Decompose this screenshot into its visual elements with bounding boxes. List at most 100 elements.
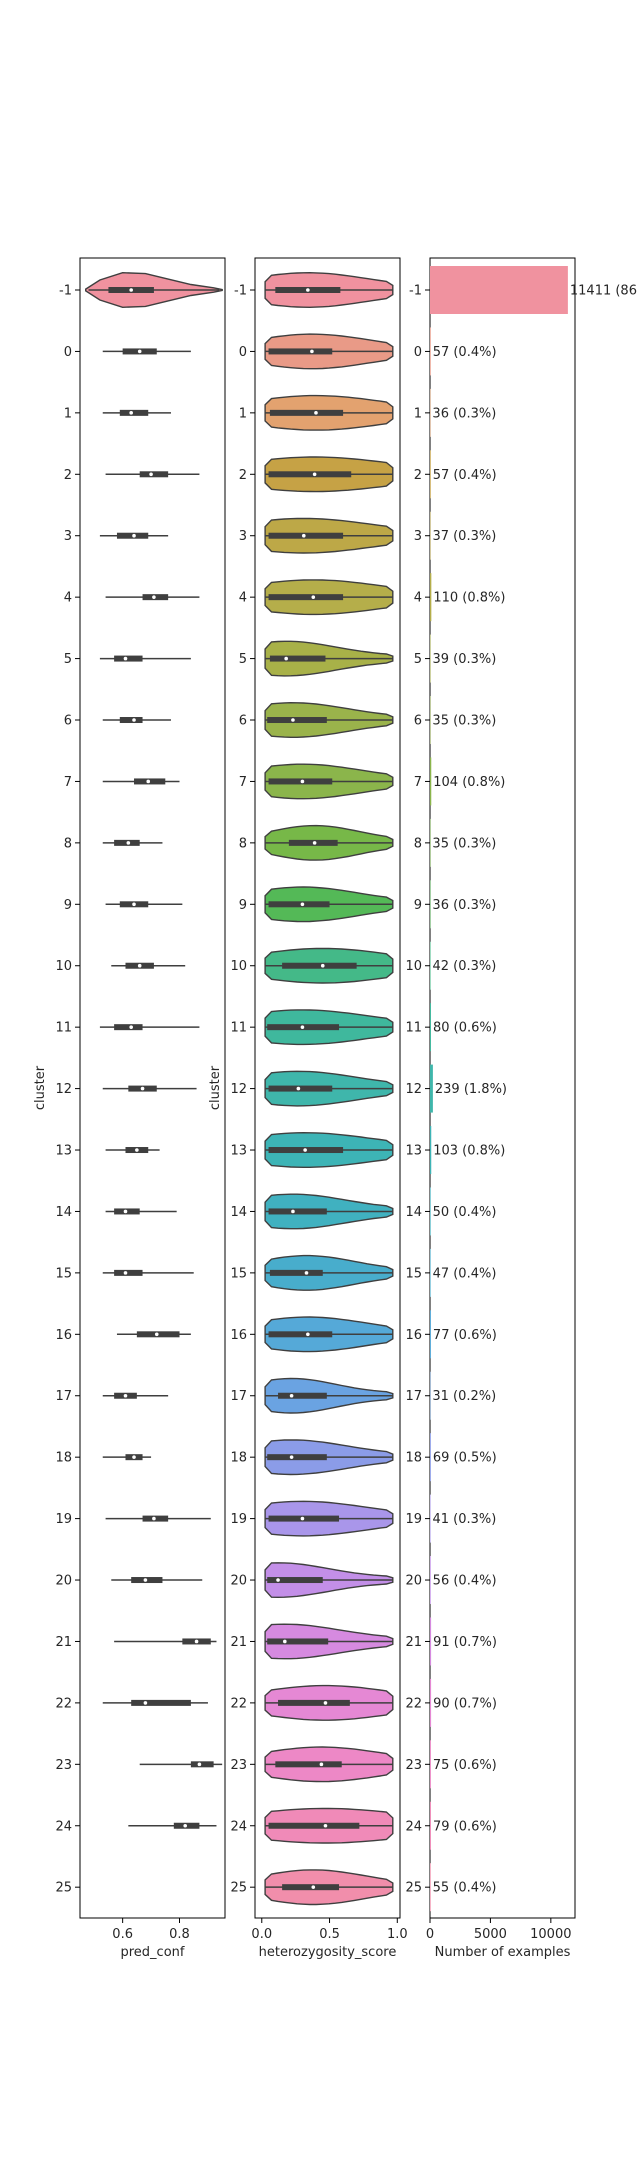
median-point	[312, 841, 317, 845]
x-tick-label: 0.0	[251, 1927, 272, 1942]
y-tick-label: 10	[230, 959, 247, 974]
iqr-box	[275, 1761, 342, 1768]
y-tick-label: 24	[230, 1819, 247, 1834]
median-point	[306, 1332, 310, 1337]
iqr-box	[131, 1699, 191, 1706]
median-point	[129, 1025, 133, 1029]
median-point	[296, 1086, 301, 1091]
bar-label: 56 (0.4%)	[433, 1574, 497, 1589]
y-tick-label: 3	[64, 529, 72, 544]
iqr-box	[269, 655, 326, 662]
y-tick-label: 17	[230, 1389, 247, 1404]
y-tick-label: 20	[55, 1574, 72, 1589]
median-point	[323, 1701, 328, 1705]
bar-label: 80 (0.6%)	[433, 1021, 497, 1036]
y-tick-label: 17	[55, 1389, 72, 1404]
x-tick-label: 5000	[474, 1927, 507, 1942]
y-tick-label: 6	[239, 714, 247, 729]
y-tick-label: 2	[414, 468, 422, 483]
bar	[430, 1801, 431, 1850]
y-tick-label: -1	[234, 284, 247, 299]
bar	[430, 1064, 433, 1113]
y-tick-label: 13	[230, 1144, 247, 1159]
iqr-box	[139, 471, 169, 478]
bar-label: 31 (0.2%)	[432, 1389, 496, 1404]
bar	[430, 327, 431, 376]
median-point	[183, 1823, 187, 1828]
bar-label: 50 (0.4%)	[433, 1205, 497, 1220]
median-point	[132, 718, 136, 722]
y-tick-label: 7	[239, 775, 247, 790]
bar-label: 79 (0.6%)	[433, 1819, 497, 1834]
median-point	[310, 349, 314, 354]
y-tick-label: 8	[414, 836, 422, 851]
iqr-box	[268, 1331, 333, 1338]
iqr-box	[267, 1577, 323, 1584]
median-point	[300, 1025, 305, 1029]
bar	[430, 1126, 432, 1175]
bar	[430, 941, 431, 990]
iqr-box	[268, 471, 352, 478]
median-point	[143, 1701, 148, 1705]
y-tick-label: 15	[405, 1266, 422, 1281]
bar	[430, 1433, 431, 1482]
y-tick-label: 0	[64, 345, 72, 360]
median-point	[306, 288, 310, 292]
y-tick-label: 5	[64, 652, 72, 667]
bar-label: 42 (0.3%)	[433, 959, 497, 974]
y-tick-label: 19	[55, 1512, 72, 1527]
y-tick-label: 5	[239, 652, 247, 667]
median-point	[129, 411, 133, 415]
pred-conf-violin-plot: -101234567891011121314151617181920212223…	[0, 257, 226, 1960]
bar-label: 39 (0.3%)	[432, 652, 496, 667]
y-tick-label: 13	[55, 1144, 72, 1159]
y-tick-label: -1	[409, 284, 422, 299]
y-tick-label: 5	[414, 652, 422, 667]
y-tick-label: 18	[230, 1451, 247, 1466]
iqr-box	[269, 1269, 323, 1276]
bar-label: 57 (0.4%)	[433, 468, 497, 483]
y-tick-label: 10	[55, 959, 72, 974]
median-point	[132, 533, 136, 538]
x-tick-label: 0.5	[319, 1927, 340, 1942]
median-point	[137, 963, 142, 968]
y-tick-label: 9	[64, 898, 72, 913]
bar-label: 110 (0.8%)	[433, 591, 505, 606]
bar-label: 57 (0.4%)	[433, 345, 497, 360]
median-point	[123, 1209, 128, 1214]
median-point	[132, 902, 136, 907]
iqr-box	[282, 1884, 340, 1891]
median-point	[301, 533, 306, 538]
median-point	[137, 349, 142, 354]
y-tick-label: 15	[230, 1266, 247, 1281]
iqr-box	[119, 409, 149, 416]
bar-label: 35 (0.3%)	[432, 714, 496, 729]
y-tick-label: -1	[59, 284, 72, 299]
median-point	[311, 1885, 316, 1889]
median-point	[152, 595, 156, 599]
iqr-box	[190, 1761, 214, 1768]
example-count-bar-plot: -101234567891011121314151617181920212223…	[405, 257, 637, 1960]
median-point	[314, 411, 318, 415]
bar-label: 77 (0.6%)	[433, 1328, 497, 1343]
median-point	[135, 1148, 139, 1152]
y-tick-label: 17	[405, 1389, 422, 1404]
bar	[430, 1863, 431, 1912]
y-tick-label: 7	[64, 775, 72, 790]
median-point	[303, 1148, 307, 1152]
median-point	[146, 779, 151, 784]
y-tick-label: 11	[230, 1021, 247, 1036]
median-point	[154, 1332, 159, 1337]
y-tick-label: 23	[405, 1758, 422, 1773]
median-point	[291, 718, 295, 722]
y-tick-label: 22	[230, 1696, 247, 1711]
bar-label: 35 (0.3%)	[432, 836, 496, 851]
y-tick-label: 8	[64, 836, 72, 851]
median-point	[283, 1639, 287, 1644]
y-tick-label: 23	[55, 1758, 72, 1773]
y-tick-label: 4	[414, 591, 422, 606]
y-tick-label: 25	[55, 1881, 72, 1896]
bar-label: 55 (0.4%)	[433, 1881, 497, 1896]
bar	[430, 450, 431, 499]
y-tick-label: 0	[239, 345, 247, 360]
